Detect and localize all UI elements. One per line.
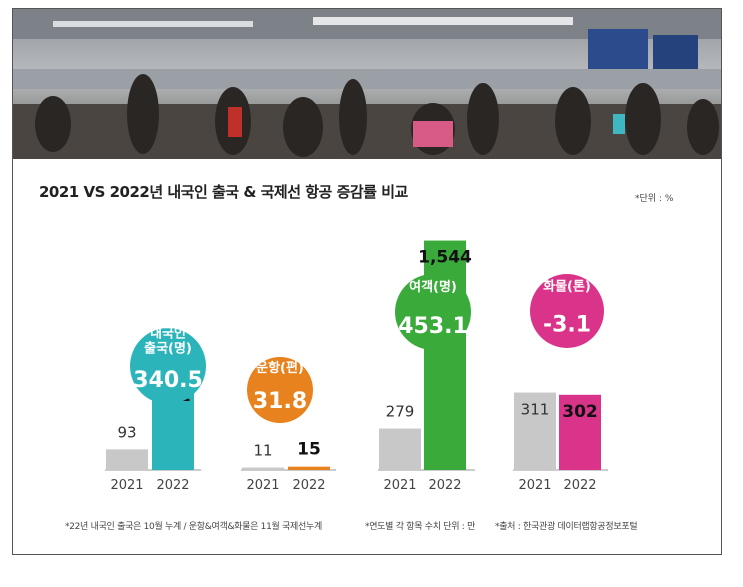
unit-note: *단위 : %: [635, 194, 674, 204]
footnote-source: *출처 : 한국관광 데이터랩항공정보포털: [495, 522, 638, 532]
tick-label: 2022: [563, 478, 596, 493]
bar-1-2021: [242, 467, 284, 470]
tick-label: 2022: [156, 478, 189, 493]
rate-value: -3.1: [543, 312, 591, 337]
rate-badge: [130, 328, 206, 404]
rate-badge: [247, 357, 313, 423]
rate-value: 340.5: [133, 368, 203, 393]
value-label: 302: [562, 402, 598, 422]
airport-photo: [13, 9, 721, 159]
tick-label: 2021: [246, 478, 279, 493]
group-label: 화물(톤): [543, 279, 591, 295]
group-label: 운항(편): [256, 360, 304, 376]
bar-chart: 9320214112022내국인출국(명)340.5112021152022운항…: [105, 240, 608, 493]
bar-1-2022: [288, 466, 330, 470]
tick-label: 2021: [518, 478, 551, 493]
group-label: 출국(명): [144, 341, 192, 357]
group-label: 내국인: [150, 326, 186, 342]
rate-badge: [395, 274, 471, 350]
chart-title: 2021 VS 2022년 내국인 출국 & 국제선 항공 증감률 비교: [39, 183, 408, 201]
value-label: 15: [297, 440, 321, 460]
tick-label: 2021: [110, 478, 143, 493]
tick-label: 2021: [383, 478, 416, 493]
bar-3-2022: [559, 394, 601, 470]
footnote-period: *22년 내국인 출국은 10월 누계 / 운항&여객&화물은 11월 국제선누…: [65, 522, 322, 532]
rate-value: 31.8: [253, 389, 307, 414]
value-label: 279: [386, 403, 415, 421]
value-label: 1,544: [418, 248, 472, 268]
footnote-unit: *연도별 각 항목 수치 단위 : 만: [365, 522, 476, 532]
tick-label: 2022: [428, 478, 461, 493]
value-label: 11: [253, 442, 272, 460]
rate-badge: [530, 274, 604, 348]
bar-0-2021: [106, 449, 148, 470]
value-label: 311: [521, 401, 550, 419]
rate-value: 453.1: [398, 314, 468, 339]
value-label: 93: [117, 423, 136, 441]
group-label: 여객(명): [409, 279, 457, 295]
bar-3-2021: [514, 392, 556, 470]
tick-label: 2022: [292, 478, 325, 493]
bar-2-2021: [379, 428, 421, 470]
infographic-frame: 2021 VS 2022년 내국인 출국 & 국제선 항공 증감률 비교 *단위…: [12, 8, 722, 555]
